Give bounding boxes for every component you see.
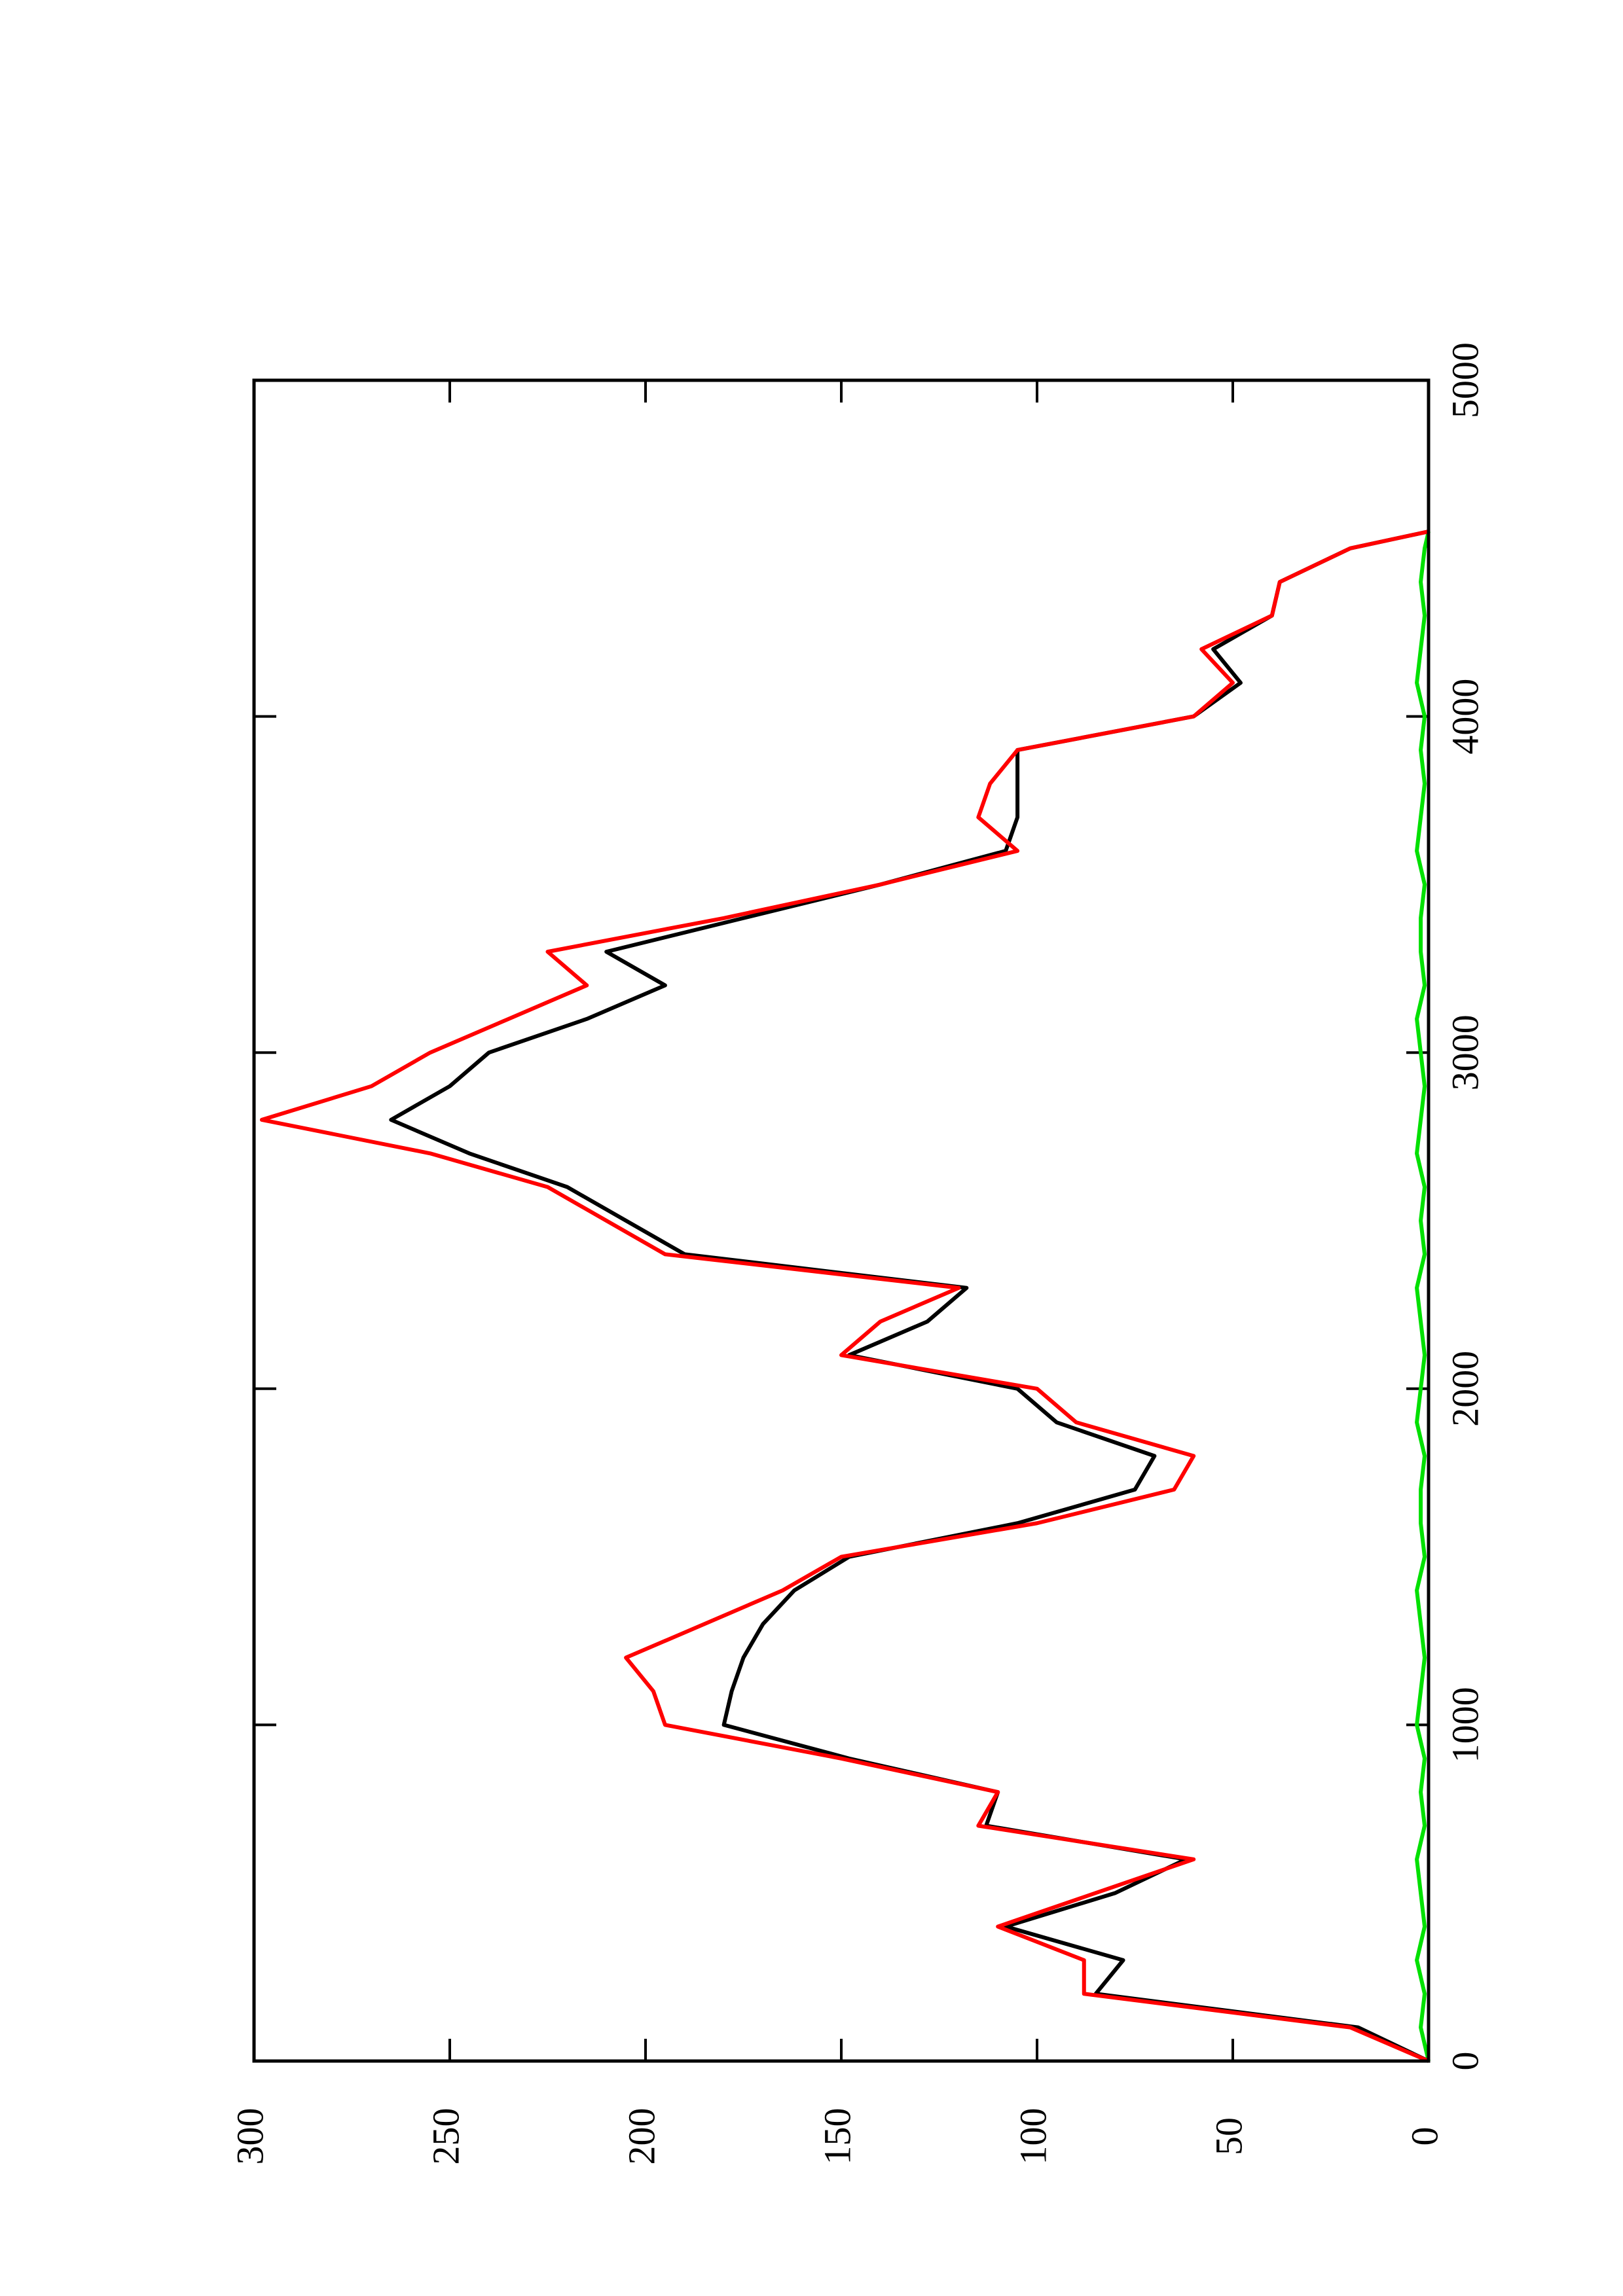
y-tick-label: 0 bbox=[1403, 2127, 1446, 2146]
series-line bbox=[1415, 531, 1431, 2062]
series-line bbox=[259, 529, 1430, 2063]
series-line bbox=[389, 529, 1430, 2063]
x-tick-label: 4000 bbox=[1444, 679, 1486, 755]
y-tick-label: 250 bbox=[424, 2108, 467, 2165]
x-tick-label: 3000 bbox=[1444, 1014, 1486, 1090]
y-tick-label: 200 bbox=[620, 2108, 663, 2165]
y-tick-label: 150 bbox=[816, 2108, 858, 2165]
plot-frame bbox=[252, 378, 1431, 2063]
x-tick-label: 2000 bbox=[1444, 1351, 1486, 1427]
x-tick-label: 0 bbox=[1444, 2052, 1486, 2071]
y-tick-label: 100 bbox=[1012, 2108, 1054, 2165]
x-tick-label: 5000 bbox=[1444, 342, 1486, 418]
y-tick-label: 300 bbox=[228, 2108, 271, 2165]
x-tick-label: 1000 bbox=[1444, 1687, 1486, 1763]
y-tick-label: 50 bbox=[1207, 2117, 1250, 2155]
